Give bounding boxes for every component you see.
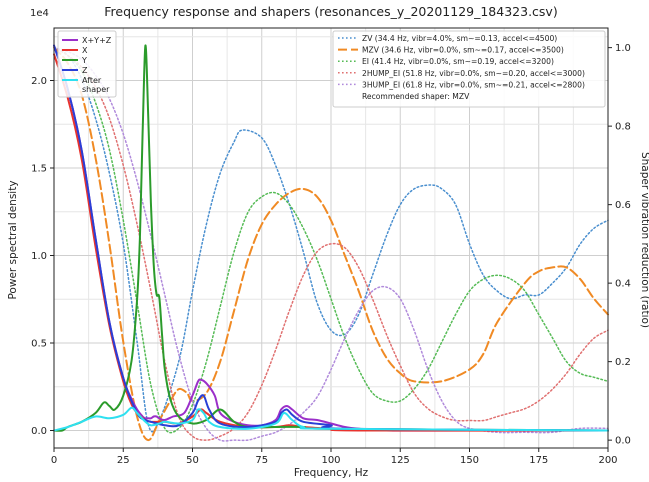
y-tick-label: 1.0 (31, 251, 47, 262)
x-tick-label: 150 (460, 455, 479, 466)
y2-tick-label: 0.8 (615, 122, 631, 133)
legend-label: 3HUMP_EI (61.8 Hz, vibr=0.0%, sm~=0.21, … (362, 80, 585, 89)
y-tick-label: 2.0 (31, 76, 47, 87)
y2-tick-label: 0.4 (615, 279, 631, 290)
y2-tick-label: 0.0 (615, 436, 631, 447)
legend-label-line: X+Y+Z (82, 36, 112, 45)
legend-right: ZV (34.4 Hz, vibr=4.0%, sm~=0.13, accel<… (332, 30, 606, 108)
y-tick-label: 0.5 (31, 339, 47, 350)
legend-label: EI (41.4 Hz, vibr=0.0%, sm~=0.19, accel<… (362, 57, 554, 66)
legend-right-box (332, 30, 606, 108)
legend-label: 2HUMP_EI (51.8 Hz, vibr=0.0%, sm~=0.20, … (362, 69, 585, 78)
y2-axis-label: Shaper vibration reduction (ratio) (639, 152, 649, 328)
y2-tick-label: 1.0 (615, 43, 631, 54)
x-tick-label: 175 (529, 455, 548, 466)
legend-label: X+Y+Z (82, 36, 112, 45)
legend-label: MZV (34.6 Hz, vibr=0.0%, sm~=0.17, accel… (362, 46, 564, 55)
y-axis-scale-label: 1e4 (30, 8, 49, 19)
series-line-y (53, 44, 609, 432)
legend-label-line: Y (81, 56, 87, 65)
legend-label-line: After (82, 76, 102, 85)
series-line-ei (53, 46, 609, 434)
y2-tick-label: 0.2 (615, 357, 631, 368)
x-tick-label: 125 (391, 455, 410, 466)
x-tick-label: 25 (117, 455, 130, 466)
series-line-2hump-ei (53, 46, 609, 441)
series-line-z (53, 44, 609, 432)
y-axis-label: Power spectral density (7, 180, 19, 299)
y-tick-label: 0.0 (31, 426, 47, 437)
legend-label: ZV (34.4 Hz, vibr=4.0%, sm~=0.13, accel<… (362, 34, 557, 43)
legend-label: After shaper (82, 76, 110, 94)
legend-label: Z (82, 66, 88, 75)
x-axis-label: Frequency, Hz (294, 467, 369, 479)
legend-label-line: shaper (82, 85, 110, 94)
y-tick-label: 1.5 (31, 164, 47, 175)
legend-label-line: Z (82, 66, 88, 75)
x-tick-label: 200 (598, 455, 617, 466)
axis-ticks: 0 25 50 75 100 125 150 175 200 0.0 0.5 1.0 1.5 2.0 0.0… (31, 43, 631, 466)
series-line-3hump-ei (53, 46, 609, 442)
series-line-after (53, 406, 609, 432)
x-tick-label: 100 (321, 455, 340, 466)
x-tick-label: 0 (51, 455, 57, 466)
y2-tick-label: 0.6 (615, 200, 631, 211)
legend-label: Y (81, 56, 87, 65)
x-tick-label: 50 (186, 455, 199, 466)
series-line-mzv (53, 46, 609, 442)
chart-title: Frequency response and shapers (resonanc… (104, 4, 557, 19)
legend-label: X (82, 46, 88, 55)
legend-label-line: X (82, 46, 88, 55)
x-tick-label: 75 (255, 455, 268, 466)
series-lines (53, 44, 609, 442)
legend-label: Recommended shaper: MZV (362, 92, 470, 101)
